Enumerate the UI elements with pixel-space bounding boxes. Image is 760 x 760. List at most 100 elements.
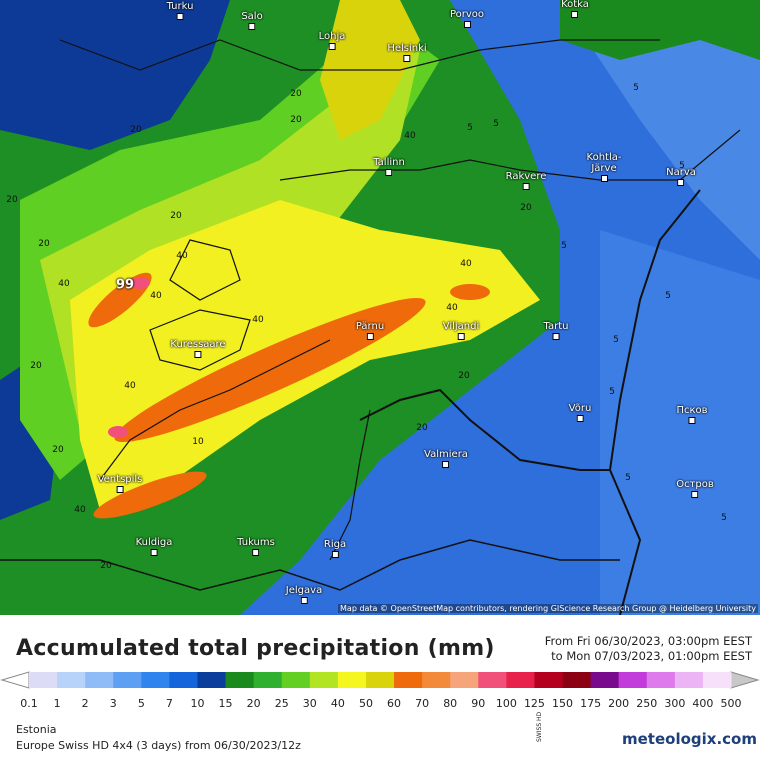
contour-label: 40: [460, 259, 472, 269]
title: Accumulated total precipitation (mm): [16, 636, 495, 661]
scale-label: 80: [443, 697, 457, 710]
contour-label: 5: [721, 513, 727, 523]
city-label: Ventspils: [98, 474, 143, 493]
contour-label: 20: [52, 445, 64, 455]
city-label: Pärnu: [356, 321, 384, 340]
color-scale: 0.1 1 2 3 5 7 10 15 20 25 30 40 50 60 70 80 90 100 125 150 1…: [0, 671, 760, 710]
city-label: Jelgava: [286, 585, 322, 604]
scale-swatch: [169, 672, 198, 688]
scale-swatch: [618, 672, 648, 688]
period-from: From Fri 06/30/2023, 03:00pm EEST: [544, 634, 752, 648]
contour-label: 40: [176, 251, 188, 261]
scale-swatch: [225, 672, 255, 688]
scale-label: 250: [636, 697, 657, 710]
city-label: Kohtla-Järve: [581, 152, 627, 182]
scale-swatch: [702, 672, 732, 688]
scale-label: 100: [496, 697, 517, 710]
scale-swatch: [534, 672, 564, 688]
city-label: Kuldiga: [136, 537, 173, 556]
city-label: Porvoo: [450, 9, 484, 28]
city-label: Остров: [676, 479, 714, 498]
scale-swatch: [253, 672, 283, 688]
contour-label: 5: [665, 291, 671, 301]
contour-label: 5: [613, 335, 619, 345]
scale-swatch: [337, 672, 367, 688]
contour-label: 20: [170, 211, 182, 221]
scale-label: 15: [219, 697, 233, 710]
max-value: 99: [115, 277, 135, 293]
scale-label: 30: [303, 697, 317, 710]
city-label: Viljandi: [443, 321, 480, 340]
contour-label: 5: [467, 123, 473, 133]
scale-label: 2: [82, 697, 89, 710]
contour-label: 20: [290, 115, 302, 125]
scale-swatch: [646, 672, 676, 688]
city-label: Tartu: [544, 321, 569, 340]
scale-label: 7: [166, 697, 173, 710]
scale-swatch: [674, 672, 704, 688]
scale-swatch: [365, 672, 395, 688]
city-label: Narva: [666, 167, 696, 186]
city-label: Salo: [241, 11, 262, 30]
contour-label: 40: [446, 303, 458, 313]
scale-swatch: [422, 672, 451, 688]
scale-swatch: [29, 672, 58, 688]
scale-label: 60: [387, 697, 401, 710]
scale-label: 0.1: [20, 697, 38, 710]
scale-swatch: [113, 672, 142, 688]
scale-label: 70: [415, 697, 429, 710]
contour-label: 5: [679, 161, 685, 171]
scale-swatch: [562, 672, 592, 688]
scale-label: 150: [552, 697, 573, 710]
scale-swatch: [281, 672, 311, 688]
scale-label: 3: [110, 697, 117, 710]
city-label: Rakvere: [506, 171, 547, 190]
contour-label: 20: [290, 89, 302, 99]
region: Estonia: [16, 723, 57, 736]
scale-under: [0, 671, 30, 689]
contour-label: 20: [30, 361, 42, 371]
scale-swatch: [506, 672, 535, 688]
city-label: Tukums: [237, 537, 275, 556]
scale-swatch: [394, 672, 423, 688]
scale-label: 40: [331, 697, 345, 710]
city-label: Valmiera: [424, 449, 468, 468]
contour-label: 40: [124, 381, 136, 391]
contour-label: 5: [633, 83, 639, 93]
scale-label: 90: [471, 697, 485, 710]
contour-label: 40: [404, 131, 416, 141]
contour-label: 40: [58, 279, 70, 289]
precip-map: [0, 0, 760, 615]
city-label: Turku: [167, 1, 194, 20]
city-label: Helsinki: [387, 43, 426, 62]
contour-label: 5: [493, 119, 499, 129]
contour-label: 20: [130, 125, 142, 135]
contour-label: 5: [609, 387, 615, 397]
contour-label: 40: [150, 291, 162, 301]
scale-label: 1: [54, 697, 61, 710]
scale-swatch: [141, 672, 170, 688]
model-run: Europe Swiss HD 4x4 (3 days) from 06/30/…: [16, 739, 301, 752]
scale-label: 50: [359, 697, 373, 710]
city-label: Kuressaare: [170, 339, 225, 358]
scale-label: 500: [721, 697, 742, 710]
contour-label: 20: [6, 195, 18, 205]
scale-swatch: [478, 672, 507, 688]
contour-label: 10: [192, 437, 204, 447]
contour-label: 20: [100, 561, 112, 571]
scale-swatch: [450, 672, 479, 688]
period-to: to Mon 07/03/2023, 01:00pm EEST: [551, 649, 752, 663]
contour-label: 5: [625, 473, 631, 483]
scale-label: 10: [190, 697, 204, 710]
contour-label: 20: [416, 423, 428, 433]
map-attribution: Map data © OpenStreetMap contributors, r…: [338, 604, 758, 613]
scale-label: 25: [275, 697, 289, 710]
scale-swatch: [197, 672, 227, 688]
scale-swatch: [57, 672, 86, 688]
brand: meteologix.com: [622, 730, 757, 748]
scale-over: [730, 671, 760, 689]
contour-label: 20: [458, 371, 470, 381]
scale-swatch: [309, 672, 339, 688]
contour-label: 40: [252, 315, 264, 325]
